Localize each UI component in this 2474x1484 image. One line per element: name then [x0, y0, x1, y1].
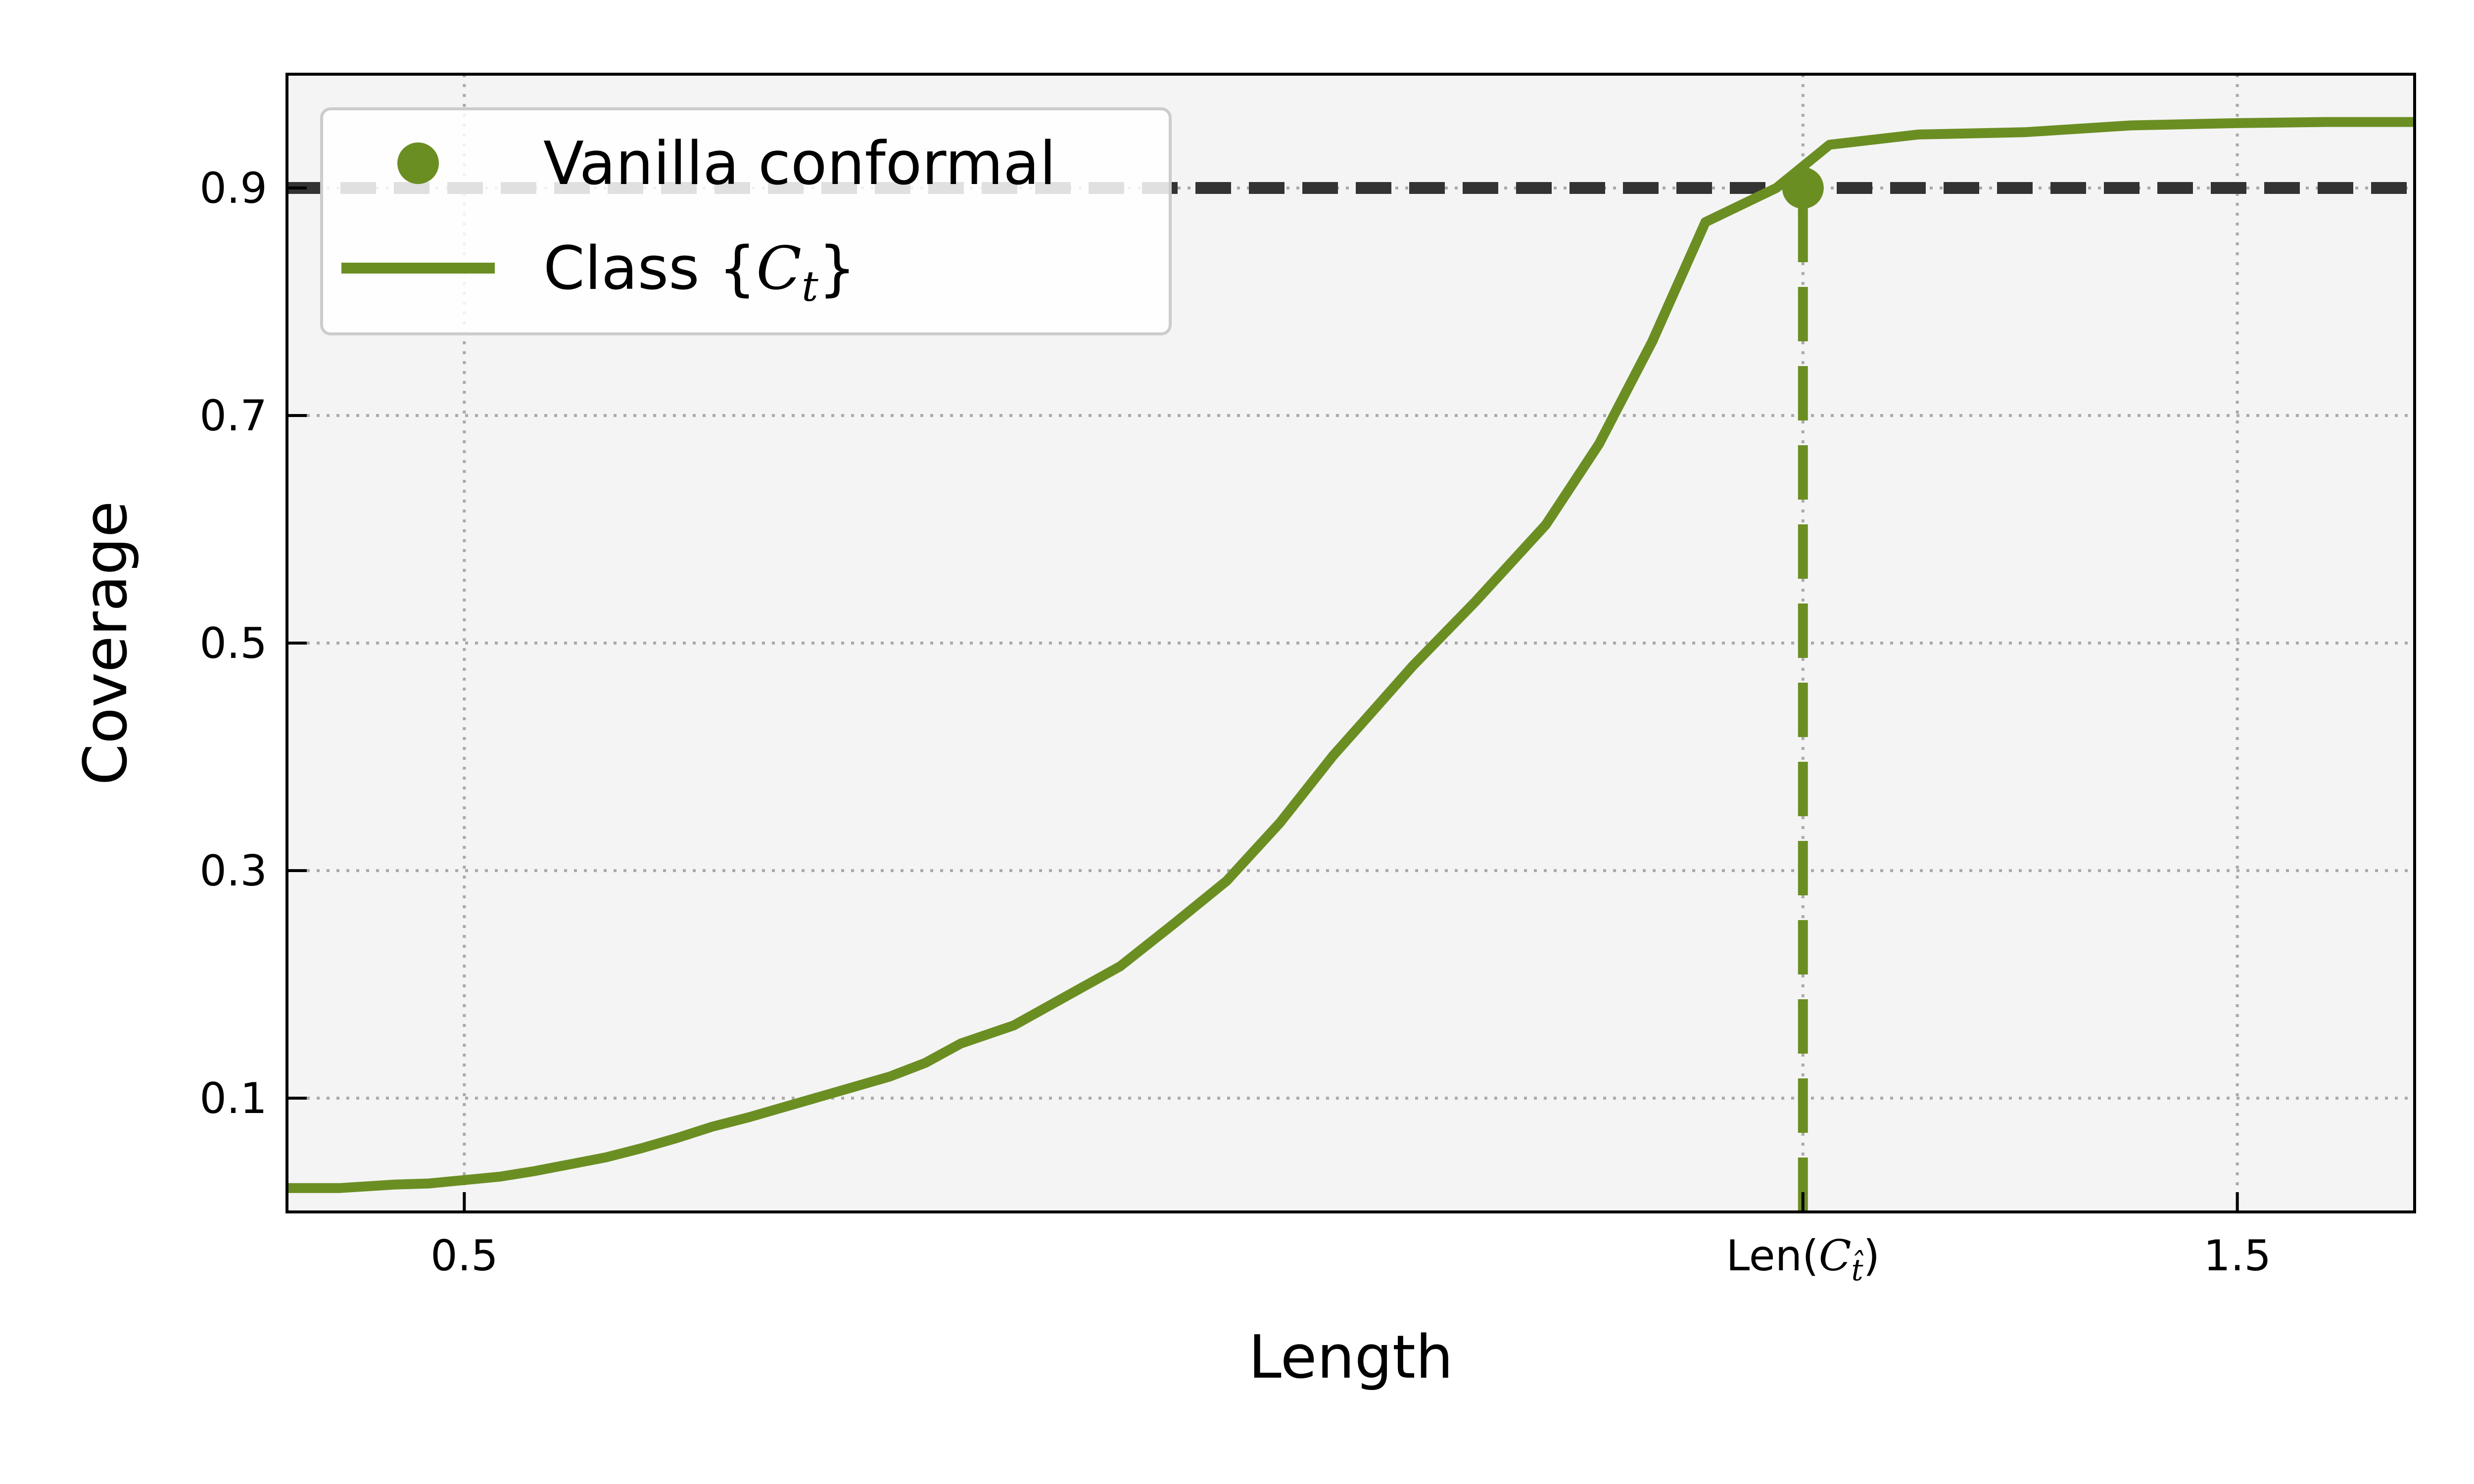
- y-tick-label: 0.7: [199, 391, 267, 441]
- x-tick-label-subscript: t̂: [1852, 1250, 1864, 1288]
- x-tick-label-len-ct: Len(Ct̂): [1726, 1231, 1880, 1288]
- x-tick-label: 0.5: [430, 1231, 498, 1281]
- legend-box: [320, 107, 1172, 335]
- vanilla-conformal-point: [1782, 167, 1824, 209]
- x-tick-label-suffix: ): [1863, 1231, 1880, 1281]
- y-tick-label: 0.9: [199, 164, 267, 213]
- legend-label-math: C: [756, 234, 802, 303]
- axis-layer: 0.10.30.50.70.90.5 Len(Ct̂) 1.5: [199, 164, 2271, 1288]
- legend: Vanilla conformal Class {Ct}: [320, 107, 1172, 335]
- y-tick-label: 0.3: [199, 846, 267, 896]
- y-tick-label: 0.1: [199, 1074, 267, 1123]
- x-axis-title: Length: [1248, 1323, 1453, 1392]
- legend-label-class-ct: Class {Ct}: [543, 234, 856, 311]
- legend-label-vanilla-conformal: Vanilla conformal: [543, 130, 1056, 198]
- legend-label-prefix: Class {: [543, 234, 756, 303]
- x-tick-label: 1.5: [2203, 1231, 2271, 1281]
- legend-label-suffix: }: [818, 234, 856, 303]
- x-tick-label-math: C: [1819, 1231, 1852, 1281]
- x-tick-label-prefix: Len(: [1726, 1231, 1818, 1281]
- legend-label-subscript: t: [802, 262, 818, 311]
- y-tick-label: 0.5: [199, 619, 267, 668]
- series-layer: [287, 117, 2415, 1193]
- legend-marker-vanilla-conformal: [397, 142, 439, 184]
- y-axis-title: Coverage: [72, 501, 141, 786]
